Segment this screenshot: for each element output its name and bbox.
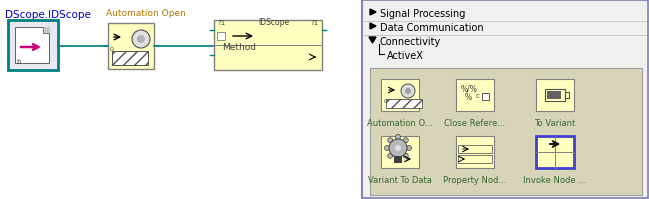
Text: Automation Open: Automation Open <box>106 9 186 18</box>
Text: Close Refere...: Close Refere... <box>445 119 506 128</box>
Bar <box>536 136 574 168</box>
Bar <box>362 0 649 199</box>
Circle shape <box>403 153 408 158</box>
Text: DScope.IDScope: DScope.IDScope <box>5 10 91 20</box>
Bar <box>15 27 49 63</box>
Text: Property Nod...: Property Nod... <box>443 176 507 185</box>
Bar <box>381 136 419 168</box>
Text: ActiveX: ActiveX <box>387 51 424 61</box>
Polygon shape <box>370 9 376 15</box>
Bar <box>381 79 419 111</box>
Text: Signal Processing: Signal Processing <box>380 9 465 19</box>
Circle shape <box>395 135 400 139</box>
Polygon shape <box>369 37 376 43</box>
Text: Variant To Data: Variant To Data <box>368 176 432 185</box>
Text: ?1: ?1 <box>217 20 225 26</box>
Circle shape <box>132 30 150 48</box>
Circle shape <box>406 145 411 150</box>
Text: Automation O...: Automation O... <box>367 119 433 128</box>
Polygon shape <box>370 23 376 29</box>
Bar <box>8 20 58 70</box>
Circle shape <box>395 145 401 151</box>
Bar <box>214 20 322 70</box>
Text: Data Communication: Data Communication <box>380 23 484 33</box>
Text: IDScope: IDScope <box>258 18 289 27</box>
Circle shape <box>403 138 408 143</box>
Text: 0: 0 <box>110 47 114 52</box>
Text: %/%: %/% <box>461 84 478 93</box>
Text: c: c <box>476 93 480 99</box>
Text: 0: 0 <box>384 99 387 104</box>
Circle shape <box>405 88 411 94</box>
Bar <box>458 145 492 153</box>
Circle shape <box>387 138 393 143</box>
Circle shape <box>137 35 145 43</box>
Bar <box>458 155 492 163</box>
Bar <box>456 136 494 168</box>
Bar <box>482 93 489 100</box>
Bar <box>108 23 154 69</box>
Bar <box>536 79 574 111</box>
Circle shape <box>401 84 415 98</box>
Text: %: % <box>465 93 472 102</box>
Text: ?1: ?1 <box>310 20 318 26</box>
Polygon shape <box>43 27 49 33</box>
Circle shape <box>384 145 389 150</box>
Bar <box>394 156 402 163</box>
Bar <box>370 68 642 195</box>
Text: To Variant: To Variant <box>534 119 576 128</box>
Bar <box>545 89 565 101</box>
Text: b: b <box>16 59 20 65</box>
Bar <box>0 0 362 199</box>
Bar <box>362 0 648 198</box>
Text: Invoke Node ...: Invoke Node ... <box>524 176 587 185</box>
Bar <box>112 51 148 65</box>
Bar <box>217 32 225 40</box>
Circle shape <box>387 153 393 158</box>
Bar <box>386 99 422 108</box>
Circle shape <box>395 156 400 162</box>
Text: Connectivity: Connectivity <box>380 37 441 47</box>
Text: Method: Method <box>222 43 256 52</box>
Bar <box>565 92 569 98</box>
Bar <box>547 91 561 99</box>
Bar <box>456 79 494 111</box>
Circle shape <box>389 139 407 157</box>
